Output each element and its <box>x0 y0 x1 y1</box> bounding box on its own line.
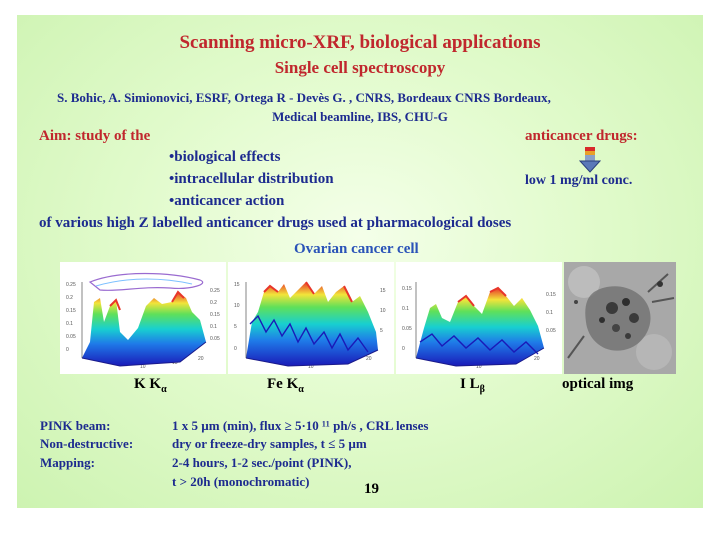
svg-text:20: 20 <box>198 356 204 362</box>
optical-image-panel <box>564 262 676 374</box>
various-drugs-line: of various high Z labelled anticancer dr… <box>39 215 512 231</box>
svg-text:10: 10 <box>380 308 386 314</box>
svg-text:10: 10 <box>140 364 146 370</box>
slide: Scanning micro-XRF, biological applicati… <box>17 15 703 508</box>
spec-value-pink-beam: 1 x 5 µm (min), flux ≥ 5·10 ¹¹ ph/s , CR… <box>172 418 429 433</box>
svg-text:0.1: 0.1 <box>546 310 553 316</box>
slide-subtitle: Single cell spectroscopy <box>274 58 446 77</box>
spec-value-non-destructive: dry or freeze-dry samples, t ≤ 5 µm <box>172 436 367 451</box>
svg-text:0.15: 0.15 <box>66 308 76 314</box>
svg-text:15: 15 <box>380 288 386 294</box>
svg-text:0.25: 0.25 <box>66 282 76 288</box>
svg-text:0.25: 0.25 <box>210 288 220 294</box>
bullet-biological-effects: •biological effects <box>169 149 281 165</box>
svg-text:0.1: 0.1 <box>66 321 73 327</box>
spec-label-pink-beam: PINK beam: <box>40 418 111 433</box>
slide-title: Scanning micro-XRF, biological applicati… <box>179 32 541 53</box>
svg-text:20: 20 <box>534 356 540 362</box>
spec-label-mapping: Mapping: <box>40 455 95 470</box>
svg-text:0.05: 0.05 <box>66 334 76 340</box>
svg-text:15: 15 <box>234 282 240 288</box>
i-lbeta-map-panel: 0.15 0.1 0.05 0 0.15 0.1 0.05 10 15 20 <box>396 262 562 374</box>
page-number: 19 <box>364 481 379 497</box>
spec-value-monochromatic: t > 20h (monochromatic) <box>172 474 310 489</box>
svg-text:0.05: 0.05 <box>210 336 220 342</box>
spec-value-mapping: 2-4 hours, 1-2 sec./point (PINK), <box>172 455 352 470</box>
k-kalpha-label: K Kα <box>134 376 167 395</box>
i-lbeta-surface-plot: 0.15 0.1 0.05 0 0.15 0.1 0.05 10 15 20 <box>402 282 556 370</box>
k-kalpha-map-panel: 0.25 0.2 0.15 0.1 0.05 0 0.25 0.2 0.15 0… <box>60 262 226 374</box>
svg-text:0.1: 0.1 <box>210 324 217 330</box>
svg-text:20: 20 <box>366 356 372 362</box>
figure-title: Ovarian cancer cell <box>294 241 419 257</box>
fe-kalpha-label: Fe Kα <box>267 376 304 395</box>
svg-text:0: 0 <box>234 346 237 352</box>
bullet-anticancer-action: •anticancer action <box>169 193 285 209</box>
svg-text:0.2: 0.2 <box>210 300 217 306</box>
i-lbeta-label: I Lβ <box>460 376 485 395</box>
svg-text:0.05: 0.05 <box>402 326 412 332</box>
fe-kalpha-map-panel: 15 10 5 0 15 10 5 10 15 20 <box>228 262 394 374</box>
svg-text:5: 5 <box>234 324 237 330</box>
bullet-intracellular-distribution: •intracellular distribution <box>169 171 334 187</box>
svg-text:15: 15 <box>172 360 178 366</box>
concentration-label: low 1 mg/ml conc. <box>525 173 633 188</box>
down-arrow-icon <box>579 147 601 173</box>
svg-text:0.05: 0.05 <box>546 328 556 334</box>
aim-label: Aim: study of the <box>39 128 151 144</box>
svg-text:10: 10 <box>234 303 240 309</box>
svg-text:0.1: 0.1 <box>402 306 409 312</box>
svg-text:0: 0 <box>402 346 405 352</box>
drugs-label: anticancer drugs: <box>525 128 638 144</box>
svg-text:0.2: 0.2 <box>66 295 73 301</box>
k-kalpha-surface-plot: 0.25 0.2 0.15 0.1 0.05 0 0.25 0.2 0.15 0… <box>66 272 220 370</box>
optical-micrograph <box>564 262 676 374</box>
spec-label-non-destructive: Non-destructive: <box>40 436 134 451</box>
svg-text:10: 10 <box>476 364 482 370</box>
svg-text:0.15: 0.15 <box>210 312 220 318</box>
svg-text:10: 10 <box>308 364 314 370</box>
svg-text:0: 0 <box>66 347 69 353</box>
fe-kalpha-surface-plot: 15 10 5 0 15 10 5 10 15 20 <box>234 281 386 370</box>
authors-line-1: S. Bohic, A. Simionovici, ESRF, Ortega R… <box>57 90 551 105</box>
svg-text:0.15: 0.15 <box>546 292 556 298</box>
svg-text:0.15: 0.15 <box>402 286 412 292</box>
authors-line-2: Medical beamline, IBS, CHU-G <box>272 109 448 124</box>
optical-image-label: optical img <box>562 376 634 392</box>
svg-text:5: 5 <box>380 328 383 334</box>
